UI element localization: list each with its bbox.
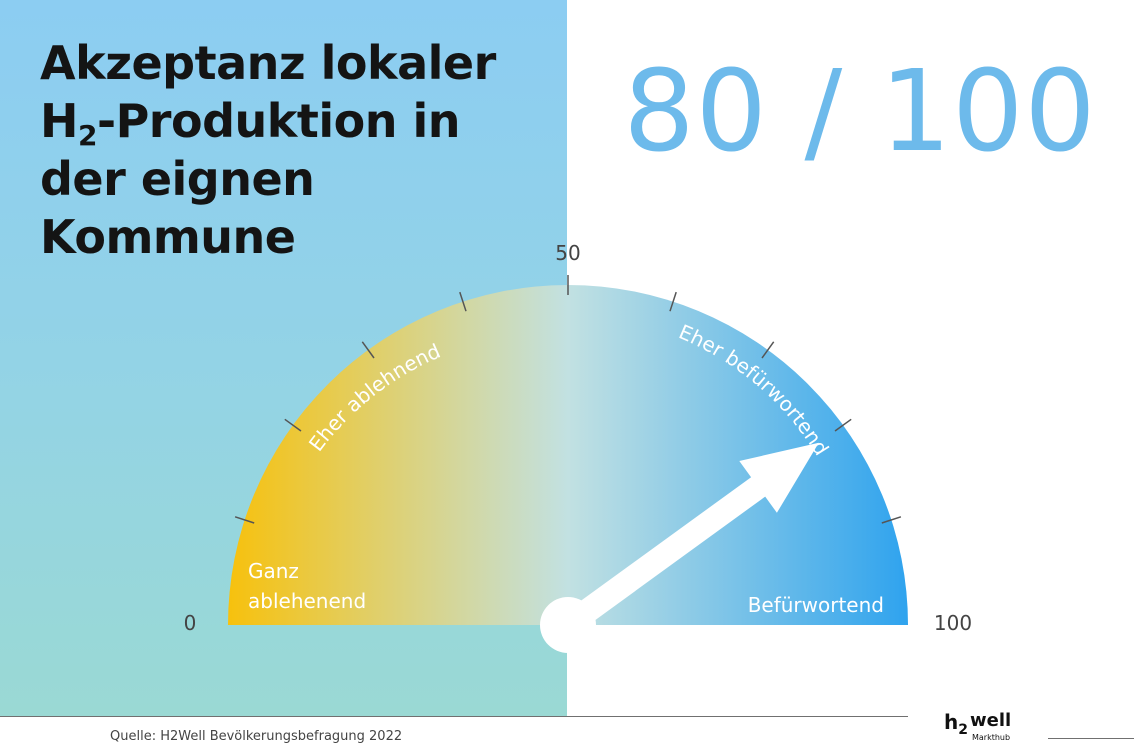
- zone-label-ganz-line2: ablehenend: [248, 589, 366, 613]
- zone-label-befuerwortend: Befürwortend: [748, 593, 884, 617]
- source-note: Quelle: H2Well Bevölkerungsbefragung 202…: [110, 729, 403, 744]
- gauge-needle: [560, 442, 819, 635]
- gauge-tick: [234, 516, 255, 524]
- gauge-tick: [669, 291, 677, 312]
- gauge-ticks: [234, 275, 902, 524]
- gauge-tick: [761, 341, 775, 359]
- gauge-tick: [459, 291, 467, 312]
- needle-arrow: [560, 442, 819, 635]
- h2well-logo: h2 well Markthub: [944, 710, 1012, 742]
- gauge-tick: [834, 418, 852, 432]
- gauge-tick: [881, 516, 902, 524]
- page-title: Akzeptanz lokaler H2-Produktion in der e…: [40, 34, 540, 266]
- footer-divider: [0, 716, 908, 717]
- tick-label-50: 50: [555, 241, 580, 265]
- gauge-baseline-white: [567, 625, 912, 717]
- footer-divider-right: [1048, 738, 1134, 739]
- title-line-3: der eignen: [40, 152, 315, 206]
- gauge-arc-band: [228, 285, 908, 625]
- score-value: 80 / 100: [623, 47, 1097, 177]
- zone-label-ganz-line1: Ganz: [248, 559, 299, 583]
- tick-label-0: 0: [184, 611, 197, 635]
- title-line-2: H2-Produktion in: [40, 94, 460, 152]
- gauge-tick: [361, 341, 375, 359]
- title-line-1: Akzeptanz lokaler: [40, 36, 496, 90]
- title-line-4: Kommune: [40, 210, 296, 264]
- gauge-tick: [284, 418, 302, 432]
- tick-label-100: 100: [934, 611, 972, 635]
